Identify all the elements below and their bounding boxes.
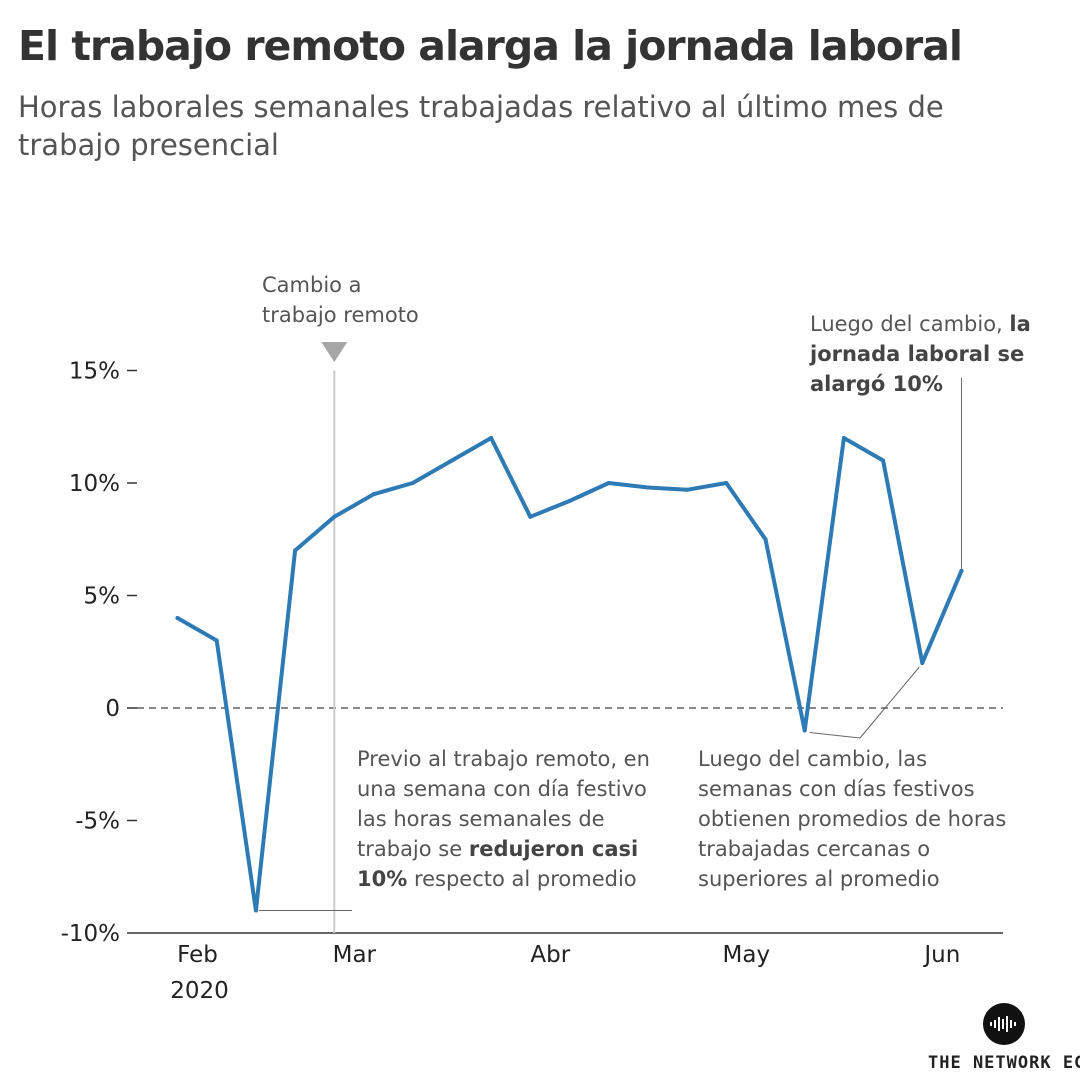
end-annotation: Luego del cambio, la jornada laboral se … <box>810 309 1055 399</box>
holiday-after-leader-1 <box>809 732 861 739</box>
brand-logo <box>983 1003 1025 1045</box>
x-tick-label: May <box>723 942 771 968</box>
data-point <box>920 661 925 665</box>
data-point <box>763 537 768 542</box>
data-point <box>645 485 650 490</box>
remote-switch-label: Cambio a trabajo remoto <box>262 270 419 330</box>
y-tick-label: 0 <box>105 696 120 722</box>
data-point <box>371 492 376 497</box>
y-tick-label: 5% <box>84 584 121 610</box>
end-annotation-highlight: la jornada laboral se alargó 10% <box>810 312 1031 396</box>
remote-switch-marker <box>321 342 348 362</box>
data-point <box>489 436 494 440</box>
chart-subtitle: Horas laborales semanales trabajadas rel… <box>18 90 944 162</box>
data-point <box>410 481 415 485</box>
data-point <box>449 458 454 463</box>
end-annotation-text: Luego del cambio, <box>810 312 1010 336</box>
data-point <box>293 548 298 553</box>
holiday-before-annotation: Previo al trabajo remoto, en una semana … <box>357 744 662 894</box>
y-tick-label: 15% <box>69 359 120 385</box>
brand-name: THE NETWORK EC. <box>928 1053 1080 1073</box>
data-point <box>214 638 219 643</box>
y-tick-label: -5% <box>75 809 120 835</box>
data-point <box>253 908 258 913</box>
holiday-after-leader-2 <box>859 666 920 739</box>
holiday-before-text: Previo al trabajo remoto, en una semana … <box>357 747 650 861</box>
y-tick-label: -10% <box>61 921 120 947</box>
x-tick-label: Abr <box>530 942 570 968</box>
holiday-after-annotation: Luego del cambio, las semanas con días f… <box>698 747 1007 891</box>
chart-title: El trabajo remoto alarga la jornada labo… <box>18 22 963 70</box>
data-point <box>606 481 611 485</box>
data-point <box>881 458 886 463</box>
holiday-before-highlight: redujeron casi 10% <box>357 837 639 891</box>
remote-switch-label-line1: Cambio a <box>262 273 362 297</box>
sound-wave-icon <box>990 1016 1016 1032</box>
data-point <box>959 568 964 573</box>
data-point <box>528 514 533 519</box>
remote-switch-label-line2: trabajo remoto <box>262 303 419 327</box>
data-point <box>841 436 846 440</box>
x-tick-label: Mar <box>333 942 377 968</box>
y-tick-label: 10% <box>69 471 120 497</box>
x-tick-label: Feb <box>177 942 218 968</box>
x-tick-sublabel: 2020 <box>170 978 229 1004</box>
holiday-before-text-end: respecto al promedio <box>407 867 637 891</box>
data-point <box>802 728 807 733</box>
x-tick-label: Jun <box>922 942 960 968</box>
data-point <box>685 487 690 492</box>
data-point <box>724 481 729 485</box>
data-point <box>175 616 180 620</box>
data-point <box>567 499 572 503</box>
data-point <box>332 514 337 519</box>
